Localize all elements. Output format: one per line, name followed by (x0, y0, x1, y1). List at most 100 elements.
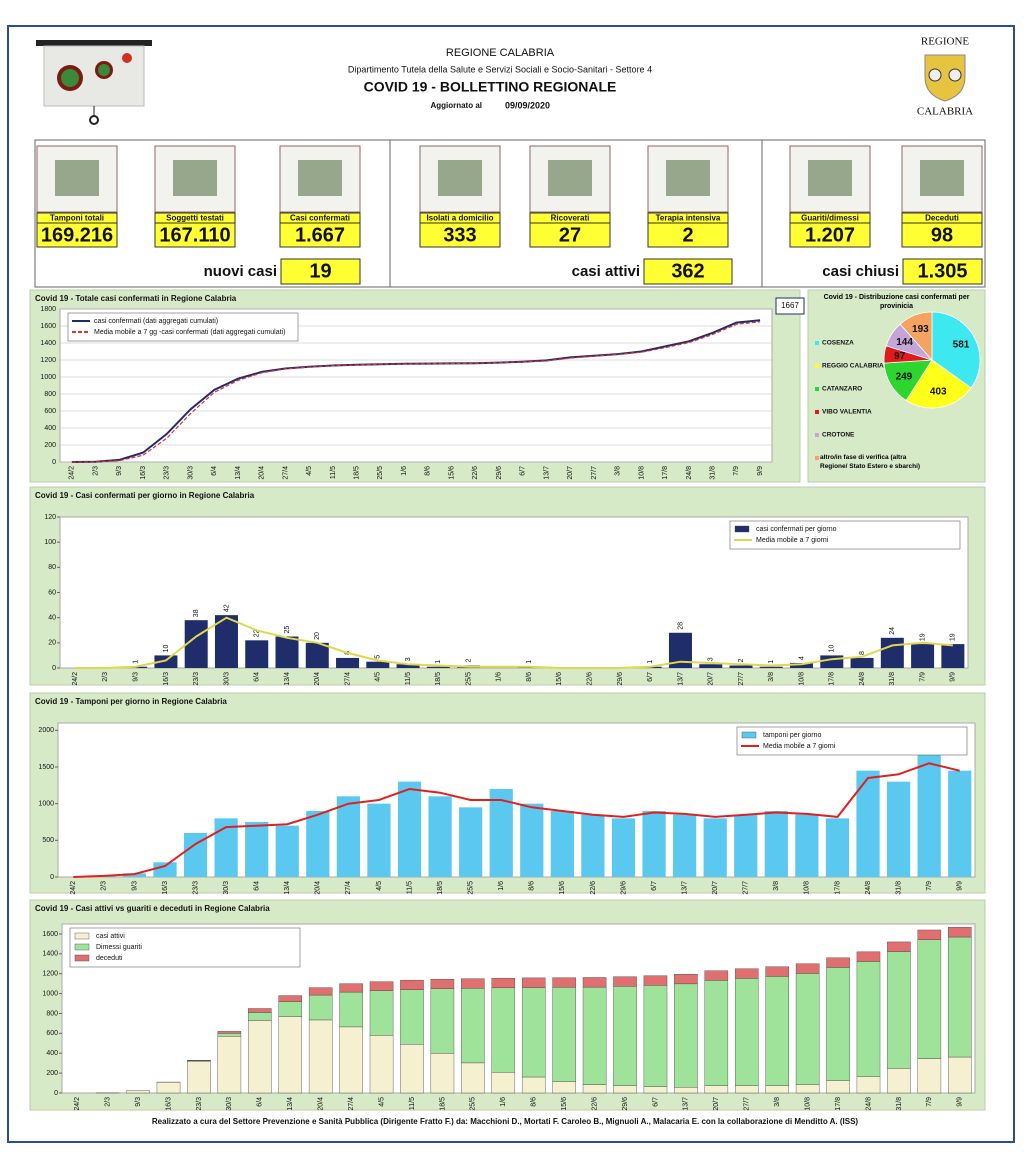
x-tick-label: 20/7 (567, 466, 574, 480)
y-tick-label: 2000 (38, 727, 54, 734)
bar (491, 987, 516, 1073)
x-tick-label: 13/4 (284, 672, 291, 686)
tile-icon-shape (55, 160, 99, 196)
tile-value: 169.216 (41, 224, 113, 246)
x-tick-label: 2/3 (92, 466, 99, 476)
pie-label: 403 (930, 387, 947, 398)
y-tick-label: 500 (42, 837, 54, 844)
tile-value: 1.207 (805, 224, 855, 246)
x-tick-label: 9/3 (133, 672, 140, 682)
line (73, 762, 960, 878)
bar (734, 1085, 759, 1094)
tile-label: Tamponi totali (50, 214, 104, 223)
bar (643, 1086, 668, 1094)
bar (187, 1060, 211, 1094)
legend-label: deceduti (96, 955, 123, 962)
x-tick-label: 4/5 (376, 881, 383, 891)
bar (582, 1084, 607, 1094)
bar (795, 1084, 820, 1094)
legend-swatch (734, 525, 750, 533)
tile-icon-shape (438, 160, 482, 196)
bar (339, 991, 363, 1028)
bar (764, 811, 788, 877)
bar (400, 989, 424, 1045)
y-tick-label: 1800 (40, 306, 56, 313)
bar (826, 967, 850, 1081)
bar (367, 803, 391, 877)
bar (217, 1031, 242, 1034)
legend-label: altro/in fase di verifica (altra Regione… (820, 454, 921, 470)
x-tick-label: 22/6 (587, 672, 594, 686)
summary-box (643, 258, 733, 285)
x-tick-label: 29/6 (622, 1097, 629, 1111)
bar (183, 833, 208, 877)
bar (521, 987, 546, 1078)
pie-slice (931, 311, 981, 389)
tile-icon-shape (920, 160, 964, 196)
tile-icon-shape (548, 160, 592, 196)
x-tick-label: 8/6 (526, 672, 533, 682)
y-tick-label: 1000 (42, 990, 58, 997)
pie-slice (899, 311, 933, 362)
chart-title: Covid 19 - Casi attivi vs guariti e dece… (35, 904, 270, 913)
data-label: 25 (284, 626, 291, 634)
data-label: 4 (798, 656, 805, 660)
title: COVID 19 - BOLLETTINO REGIONALE (364, 79, 617, 95)
bar (668, 632, 692, 668)
tile-label: Isolati a domicilio (426, 214, 493, 223)
tile-label: Terapia intensiva (656, 214, 721, 223)
data-label: 10 (829, 645, 836, 653)
bar (339, 1026, 363, 1094)
x-tick-label: 15/6 (559, 881, 566, 895)
bar (856, 770, 880, 877)
x-tick-label: 9/3 (131, 881, 138, 891)
legend-label: CROTONE (822, 432, 855, 439)
bar (308, 994, 333, 1021)
y-tick-label: 60 (48, 589, 56, 596)
line (71, 321, 761, 463)
tile-icon-shape (808, 160, 852, 196)
bar (886, 781, 911, 877)
bar (305, 642, 329, 668)
x-tick-label: 22/6 (472, 466, 479, 480)
y-tick-label: 1600 (42, 931, 58, 938)
x-tick-label: 18/5 (437, 881, 444, 895)
bar (156, 1081, 181, 1094)
x-tick-label: 4/5 (378, 1097, 385, 1107)
bar (765, 966, 789, 977)
tile-label: Deceduti (925, 214, 959, 223)
legend-swatch (815, 433, 819, 437)
y-tick-label: 20 (48, 640, 56, 647)
x-tick-label: 9/3 (135, 1097, 142, 1107)
data-label: 5 (375, 655, 382, 659)
tile-icon-shape (666, 160, 710, 196)
data-label: 19 (919, 633, 926, 641)
x-tick-label: 27/4 (282, 466, 289, 480)
bar (248, 1012, 272, 1021)
bar (850, 657, 874, 668)
x-tick-label: 8/6 (529, 881, 536, 891)
y-tick-label: 40 (48, 615, 56, 622)
bar (734, 978, 759, 1086)
legend-swatch (815, 341, 819, 345)
bar (704, 980, 729, 1086)
bar (459, 807, 483, 877)
legend-label-wrap: altro/in fase di verifica (altra Regione… (820, 454, 921, 470)
bar (765, 1085, 789, 1094)
legend-box (736, 726, 968, 756)
bar (699, 664, 723, 668)
x-tick-label: 8/6 (425, 466, 432, 476)
bar (856, 1076, 881, 1094)
bar (217, 1036, 242, 1094)
bar (126, 1090, 150, 1094)
legend-swatch (74, 932, 90, 940)
legend-label: Media mobile a 7 giorni (756, 537, 829, 544)
x-tick-label: 4/5 (306, 466, 313, 476)
legend-label: REGGIO CALABRIA (822, 363, 884, 370)
pie-label: 193 (912, 324, 929, 335)
y-tick-label: 1600 (40, 323, 56, 330)
value-callout-box (775, 297, 805, 315)
bar (613, 976, 637, 987)
bar (734, 968, 759, 979)
x-tick-label: 6/4 (254, 881, 261, 891)
